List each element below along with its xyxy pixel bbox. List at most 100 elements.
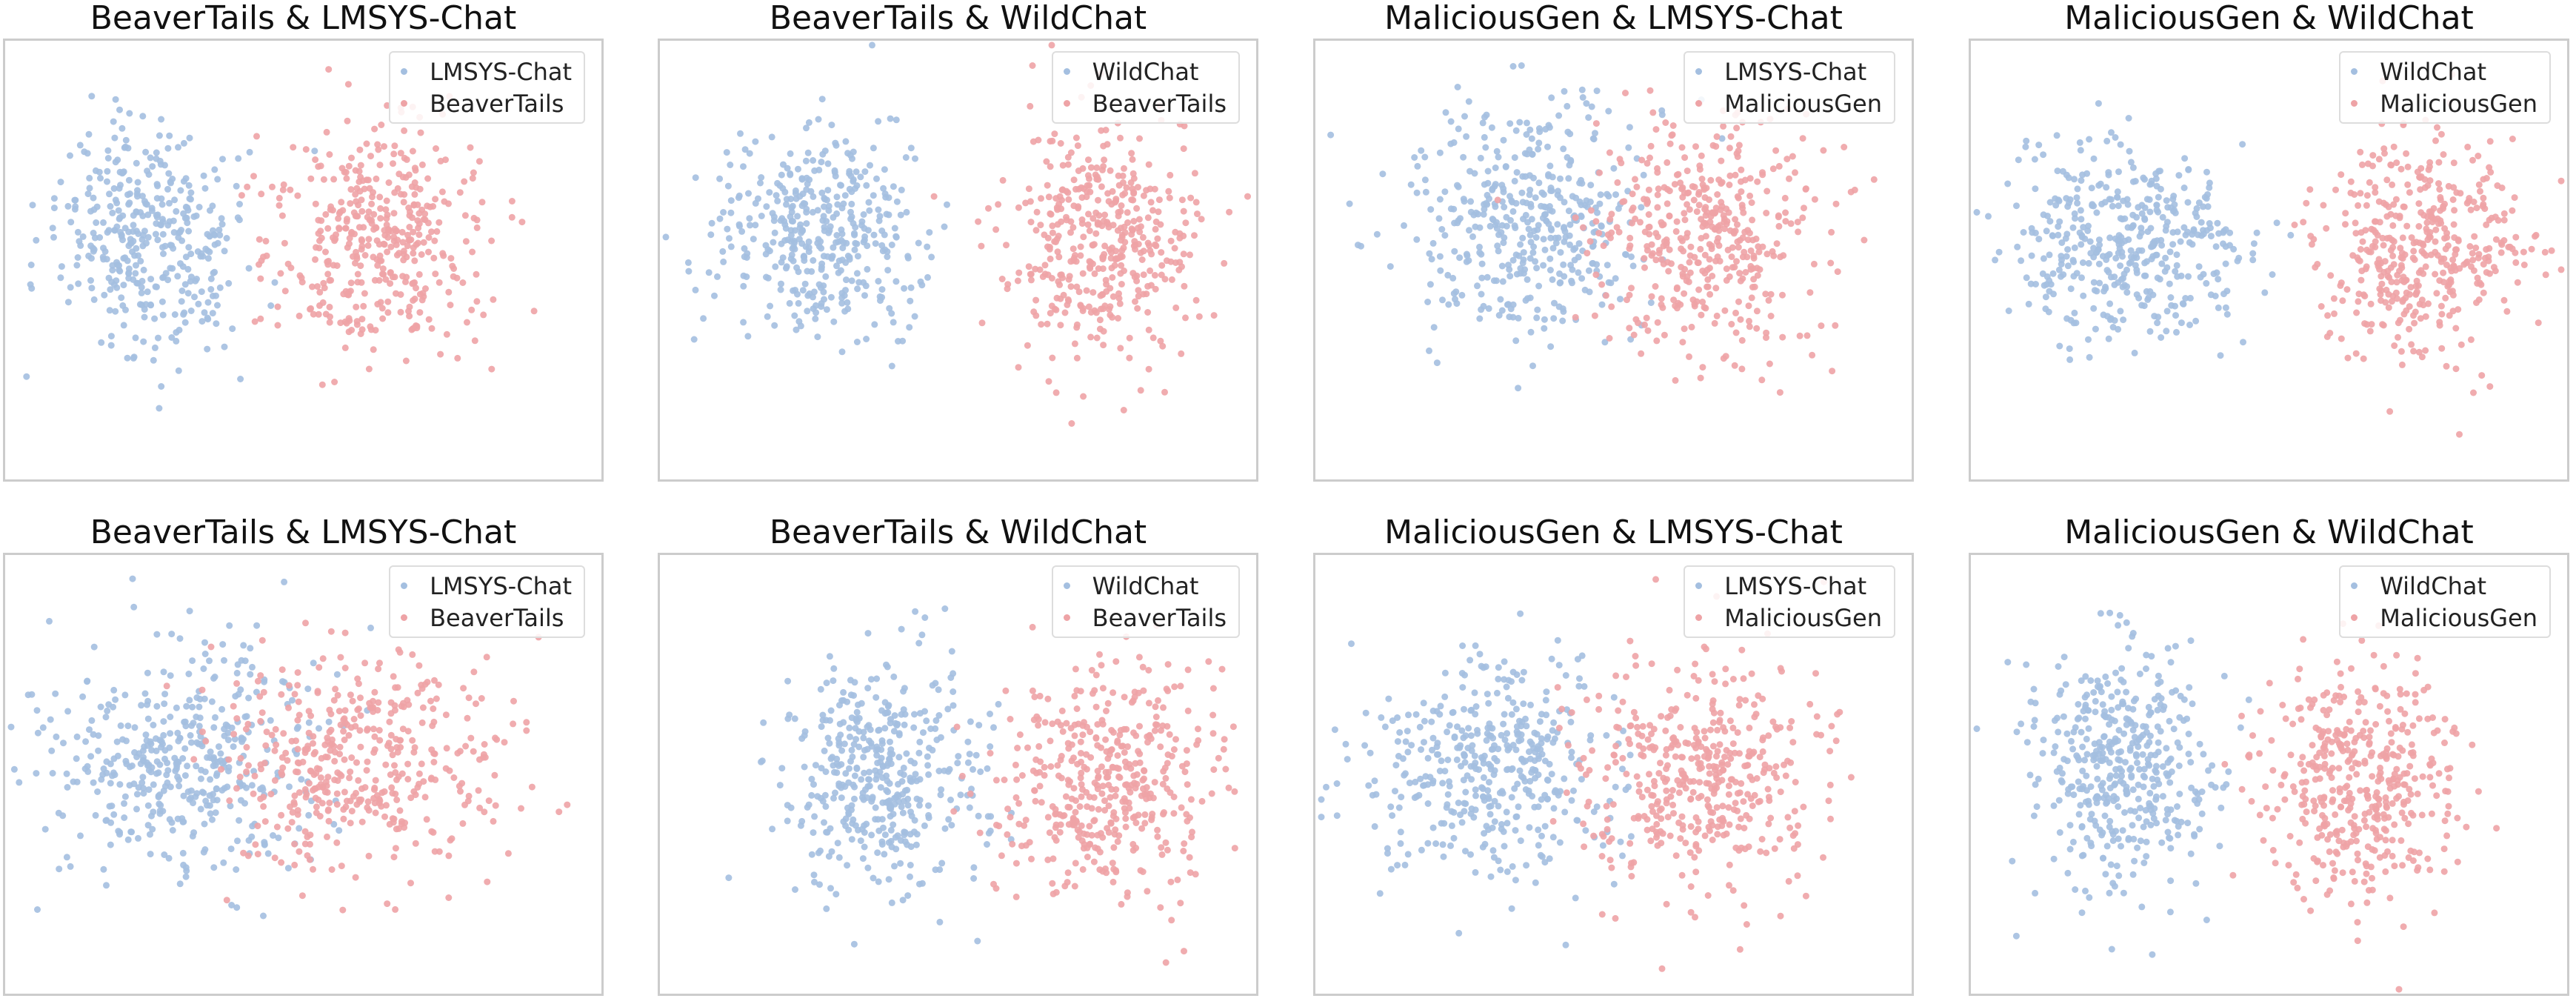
data-point <box>1559 317 1566 325</box>
data-point <box>2438 310 2446 318</box>
data-point <box>2273 219 2280 227</box>
data-point <box>1638 156 1646 164</box>
data-point <box>313 803 320 811</box>
data-point <box>1155 697 1161 704</box>
data-point <box>1479 119 1486 127</box>
data-point <box>2215 304 2222 311</box>
data-point <box>104 167 111 175</box>
data-point <box>355 777 362 784</box>
data-point <box>170 245 177 252</box>
data-point <box>127 239 134 247</box>
data-point <box>361 252 369 259</box>
data-point <box>1442 109 1449 116</box>
data-point <box>341 344 349 351</box>
data-point <box>160 668 167 676</box>
data-point <box>1168 917 1175 924</box>
data-point <box>1654 233 1661 241</box>
data-point <box>2140 302 2148 310</box>
data-point <box>1566 241 1573 248</box>
data-point <box>1512 337 1520 345</box>
data-point <box>320 176 327 183</box>
data-point <box>311 147 318 155</box>
data-point <box>1136 759 1144 766</box>
data-point <box>110 703 117 711</box>
data-point <box>2198 219 2205 226</box>
data-point <box>256 693 264 700</box>
data-point <box>1471 170 1478 177</box>
data-point <box>2092 325 2099 333</box>
data-point <box>1095 265 1102 272</box>
data-point <box>74 254 81 261</box>
data-point <box>2422 263 2429 270</box>
data-point <box>2542 271 2549 279</box>
data-point <box>1151 185 1158 193</box>
data-point <box>2398 348 2405 355</box>
data-point <box>393 251 401 259</box>
data-point <box>113 738 121 745</box>
data-point <box>95 732 102 740</box>
data-point <box>781 218 788 225</box>
data-point <box>237 376 244 382</box>
data-point <box>331 777 338 783</box>
data-point <box>301 749 309 757</box>
data-point <box>1641 255 1648 262</box>
data-point <box>1145 161 1152 168</box>
data-point <box>1099 782 1107 790</box>
series-maliciousgen <box>2291 70 2565 438</box>
data-point <box>2200 203 2206 210</box>
data-point <box>711 292 718 299</box>
data-point <box>1031 787 1038 794</box>
data-point <box>417 129 424 136</box>
data-point <box>745 190 752 197</box>
data-point <box>120 168 127 176</box>
data-point <box>787 232 795 239</box>
data-point <box>2394 271 2401 279</box>
data-point <box>233 182 240 190</box>
data-point <box>2455 306 2462 313</box>
data-point <box>904 786 911 794</box>
data-point <box>1701 270 1709 277</box>
data-point <box>827 707 835 714</box>
data-point <box>375 146 382 153</box>
data-point <box>784 164 791 172</box>
data-point <box>364 727 371 734</box>
data-point <box>1677 179 1684 187</box>
data-point <box>972 751 980 759</box>
legend-marker-icon <box>401 100 408 107</box>
data-point <box>67 863 74 870</box>
data-point <box>395 773 402 780</box>
data-point <box>1055 253 1063 261</box>
data-point <box>2417 173 2425 180</box>
data-point <box>2074 199 2081 207</box>
data-point <box>1501 234 1508 242</box>
data-point <box>1673 218 1681 225</box>
data-point <box>1595 230 1603 237</box>
data-point <box>2449 196 2457 203</box>
data-point <box>420 239 427 246</box>
data-point <box>2095 236 2103 244</box>
data-point <box>872 694 880 701</box>
data-point <box>1032 265 1039 273</box>
data-point <box>910 724 918 731</box>
data-point <box>818 159 825 166</box>
data-point <box>407 880 414 887</box>
data-point <box>278 859 285 866</box>
data-point <box>471 337 478 345</box>
data-point <box>207 754 214 762</box>
data-point <box>284 757 291 764</box>
data-point <box>1100 342 1107 349</box>
data-point <box>928 253 935 261</box>
data-point <box>1578 86 1586 93</box>
data-point <box>274 322 281 329</box>
data-point <box>2389 252 2397 259</box>
data-point <box>392 684 399 691</box>
data-point <box>2478 372 2486 379</box>
data-point <box>196 722 203 730</box>
data-point <box>207 207 213 214</box>
data-point <box>1007 716 1014 722</box>
data-point <box>1038 799 1045 806</box>
data-point <box>2323 225 2330 232</box>
data-point <box>216 226 223 233</box>
data-point <box>839 245 847 252</box>
data-point <box>948 822 955 829</box>
